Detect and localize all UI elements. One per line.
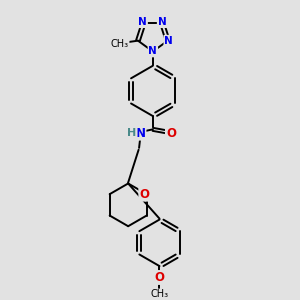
Text: N: N bbox=[148, 46, 157, 56]
Text: H: H bbox=[127, 128, 136, 138]
Text: O: O bbox=[166, 127, 176, 140]
Text: CH₃: CH₃ bbox=[150, 289, 169, 299]
Text: N: N bbox=[136, 127, 146, 140]
Text: O: O bbox=[139, 188, 149, 201]
Text: N: N bbox=[138, 17, 147, 27]
Text: O: O bbox=[154, 271, 164, 284]
Text: N: N bbox=[158, 17, 167, 27]
Text: CH₃: CH₃ bbox=[111, 38, 129, 49]
Text: N: N bbox=[164, 36, 173, 46]
